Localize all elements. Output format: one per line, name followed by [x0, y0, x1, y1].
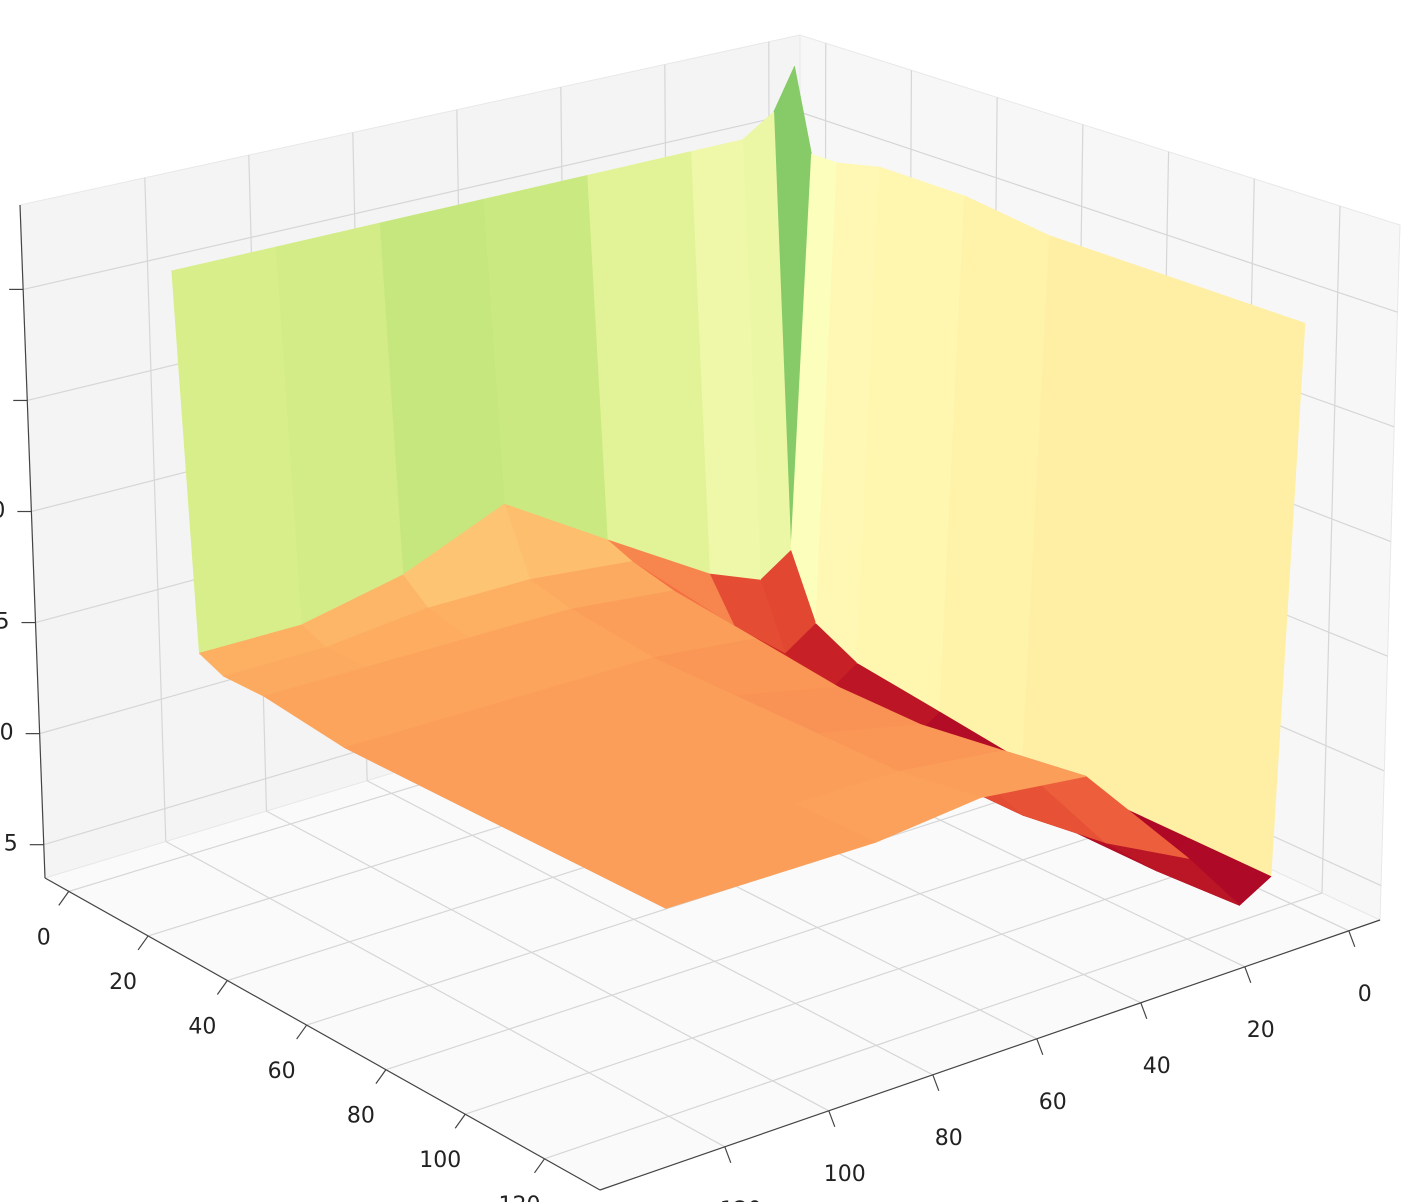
x-tick — [454, 1113, 466, 1129]
grid-line — [544, 892, 1323, 1160]
x-tick — [296, 1024, 308, 1040]
y-tick — [1244, 966, 1252, 984]
y-tick — [932, 1074, 940, 1092]
axis-line — [44, 877, 601, 1191]
x-tick-label: 0 — [37, 925, 51, 950]
y-tick-label: 100 — [824, 1162, 866, 1187]
y-tick-label: 0 — [1358, 982, 1372, 1007]
y-tick-label: 80 — [935, 1126, 963, 1151]
x-tick — [58, 891, 70, 906]
x-tick-label: 60 — [268, 1059, 296, 1084]
x-tick-label: 80 — [347, 1104, 375, 1129]
y-tick — [1348, 930, 1356, 948]
grid-line — [23, 111, 801, 290]
surface-face — [585, 835, 772, 909]
grid-line — [366, 780, 934, 1076]
grid-line — [266, 810, 830, 1112]
y-tick-label: 20 — [1247, 1018, 1275, 1043]
x-tick-label: 120 — [499, 1193, 541, 1202]
axis-line — [599, 919, 1381, 1191]
y-tick-label: 120 — [720, 1198, 762, 1202]
grid-line — [465, 853, 1240, 1115]
z-tick-label: 5 — [4, 832, 18, 857]
z-tick-label: 15 — [0, 610, 10, 635]
y-tick — [828, 1110, 836, 1128]
x-tick — [137, 935, 149, 951]
grid-line — [385, 815, 1157, 1071]
y-tick-label: 60 — [1039, 1090, 1067, 1115]
axis-line — [19, 204, 46, 879]
y-tick — [1036, 1038, 1044, 1056]
x-tick-label: 100 — [419, 1148, 461, 1173]
y-tick — [1140, 1002, 1148, 1020]
x-tick — [375, 1069, 387, 1085]
grid-line — [1321, 205, 1341, 894]
z-tick-label: 20 — [0, 499, 5, 524]
z-tick-label: 10 — [0, 721, 14, 746]
x-tick-label: 20 — [109, 970, 137, 995]
x-tick — [534, 1158, 545, 1174]
grid-line — [144, 177, 167, 842]
z-tick-label: 25 — [0, 387, 1, 412]
grid-line — [799, 111, 1398, 313]
x-tick — [216, 980, 228, 995]
grid-line — [165, 840, 726, 1148]
y-tick — [724, 1146, 732, 1164]
y-tick-label: 40 — [1143, 1054, 1171, 1079]
x-tick-label: 40 — [188, 1015, 216, 1040]
